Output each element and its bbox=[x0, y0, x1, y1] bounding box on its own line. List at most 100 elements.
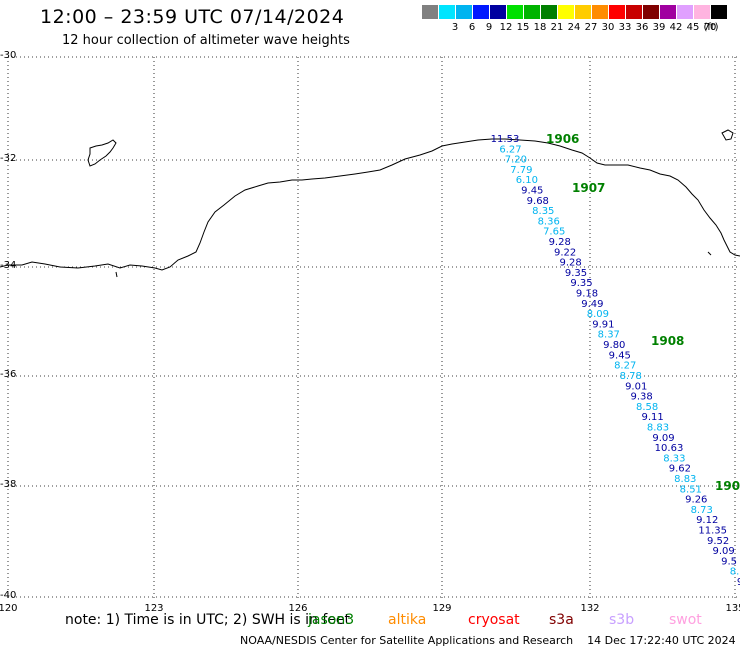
legend-label: 42 bbox=[669, 22, 683, 33]
satellite-label-s3b: s3b bbox=[609, 612, 635, 628]
wave-height-reading: 10.63 bbox=[655, 443, 684, 454]
wave-height-reading: 9.09 bbox=[712, 546, 734, 557]
satellite-label-altika: altika bbox=[388, 612, 427, 628]
satellite-label-jason3: jason3 bbox=[308, 612, 355, 628]
wave-height-reading: 9.35 bbox=[565, 268, 587, 279]
wave-height-reading: 9 bbox=[737, 577, 740, 588]
wave-height-reading: 9.68 bbox=[527, 196, 549, 207]
legend-swatch bbox=[422, 5, 438, 19]
wave-height-reading: 8.78 bbox=[620, 371, 642, 382]
wave-height-reading: 7.79 bbox=[510, 165, 532, 176]
lat-label: -36 bbox=[0, 369, 17, 380]
legend-swatch bbox=[439, 5, 455, 19]
wave-height-reading: 9.01 bbox=[625, 381, 647, 392]
lon-label: 135 bbox=[725, 603, 740, 614]
coastline bbox=[0, 138, 740, 271]
island-small bbox=[721, 129, 734, 141]
wave-height-reading: 8. bbox=[730, 567, 740, 578]
legend-swatch bbox=[575, 5, 591, 19]
time-label: 190 bbox=[715, 479, 740, 493]
legend-label: 3 bbox=[451, 22, 459, 33]
wave-height-reading: 9.49 bbox=[581, 299, 603, 310]
satellite-label-s3a: s3a bbox=[549, 612, 574, 628]
legend-swatch bbox=[490, 5, 506, 19]
footer-timestamp: 14 Dec 17:22:40 UTC 2024 bbox=[587, 634, 736, 647]
footer-org: NOAA/NESDIS Center for Satellite Applica… bbox=[240, 634, 574, 647]
legend-swatch bbox=[558, 5, 574, 19]
legend-swatch bbox=[711, 5, 727, 19]
time-label: 1907 bbox=[572, 181, 605, 195]
legend-swatch bbox=[456, 5, 472, 19]
wave-height-reading: 11.53 bbox=[491, 134, 520, 145]
lat-label: -40 bbox=[0, 590, 17, 601]
wave-height-reading: 9.91 bbox=[592, 319, 614, 330]
wave-height-reading: 8.37 bbox=[598, 330, 620, 341]
legend-swatch bbox=[660, 5, 676, 19]
legend-label: 45 bbox=[686, 22, 700, 33]
legend-label: 27 bbox=[584, 22, 598, 33]
legend-unit: (ft) bbox=[703, 22, 719, 33]
satellite-label-cryosat: cryosat bbox=[468, 612, 520, 628]
wave-height-reading: 9.11 bbox=[641, 412, 663, 423]
legend-swatch bbox=[592, 5, 608, 19]
time-label: 1908 bbox=[651, 334, 684, 348]
legend-label: 30 bbox=[601, 22, 615, 33]
wave-height-reading: 9.45 bbox=[521, 186, 543, 197]
legend-label: 36 bbox=[635, 22, 649, 33]
wave-height-reading: 8.51 bbox=[680, 484, 702, 495]
wave-height-reading: 9.26 bbox=[685, 495, 707, 506]
legend-swatch bbox=[524, 5, 540, 19]
satellite-label-swot: swot bbox=[669, 612, 702, 628]
lon-label: 129 bbox=[432, 603, 452, 614]
wave-height-reading: 9.45 bbox=[609, 350, 631, 361]
lon-label: 132 bbox=[580, 603, 600, 614]
wave-height-reading: 6.27 bbox=[499, 144, 521, 155]
wave-height-reading: 8.36 bbox=[538, 216, 560, 227]
wave-height-reading: 8.58 bbox=[636, 402, 658, 413]
wave-height-reading: 8.83 bbox=[647, 423, 669, 434]
wave-height-reading: 9.52 bbox=[707, 536, 729, 547]
lat-lon-grid bbox=[7, 56, 740, 600]
footer: NOAA/NESDIS Center for Satellite Applica… bbox=[240, 634, 736, 647]
wave-height-reading: 9.28 bbox=[559, 258, 581, 269]
legend-label: 15 bbox=[516, 22, 530, 33]
wave-height-reading: 8.35 bbox=[532, 206, 554, 217]
wave-height-reading: 7.65 bbox=[543, 227, 565, 238]
wave-height-reading: 6.10 bbox=[516, 175, 538, 186]
lat-label: -38 bbox=[0, 479, 17, 490]
wave-height-reading: 8.73 bbox=[691, 505, 713, 516]
lat-label: -30 bbox=[0, 50, 17, 61]
legend-swatch bbox=[609, 5, 625, 19]
lat-label: -34 bbox=[0, 260, 17, 271]
legend-label: 9 bbox=[485, 22, 493, 33]
legend-label: 18 bbox=[533, 22, 547, 33]
wave-height-reading: 9.22 bbox=[554, 247, 576, 258]
lat-label: -32 bbox=[0, 153, 17, 164]
note-text: note: 1) Time is in UTC; 2) SWH is in fe… bbox=[65, 612, 351, 628]
wave-height-reading: 8.83 bbox=[674, 474, 696, 485]
wave-height-reading: 11.35 bbox=[698, 526, 727, 537]
legend-label: 39 bbox=[652, 22, 666, 33]
wave-height-reading: 9.5 bbox=[721, 556, 737, 567]
wave-height-reading: 9.28 bbox=[549, 237, 571, 248]
lon-label: 123 bbox=[144, 603, 164, 614]
legend-label: 70 bbox=[703, 22, 717, 33]
wave-height-reading: 9.62 bbox=[669, 464, 691, 475]
legend-label: 21 bbox=[550, 22, 564, 33]
wave-height-reading: 9.12 bbox=[696, 515, 718, 526]
wave-height-reading: 9.09 bbox=[652, 433, 674, 444]
lon-label: 120 bbox=[0, 603, 18, 614]
wave-height-reading: 9.38 bbox=[630, 392, 652, 403]
island bbox=[87, 139, 117, 167]
wave-height-reading: 7.20 bbox=[505, 155, 527, 166]
legend-label: 24 bbox=[567, 22, 581, 33]
legend-swatch bbox=[626, 5, 642, 19]
legend-swatch bbox=[677, 5, 693, 19]
wave-height-reading: 9.35 bbox=[570, 278, 592, 289]
lon-label: 126 bbox=[288, 603, 308, 614]
legend-swatch bbox=[473, 5, 489, 19]
wave-height-reading: 8.27 bbox=[614, 361, 636, 372]
page-subtitle: 12 hour collection of altimeter wave hei… bbox=[62, 33, 350, 48]
legend-swatch bbox=[507, 5, 523, 19]
